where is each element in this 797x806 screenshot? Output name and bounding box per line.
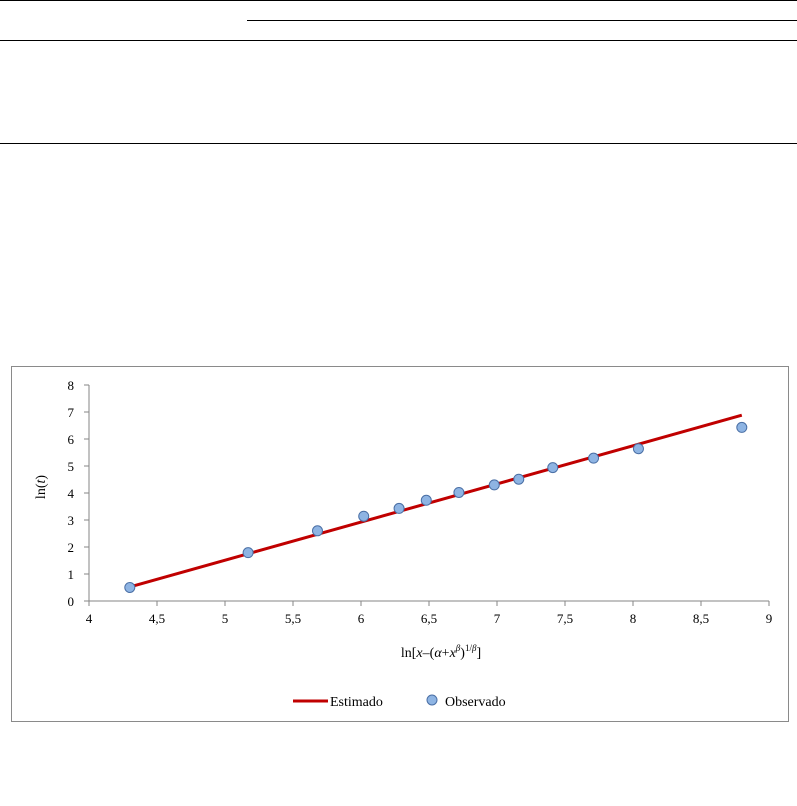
data-point-observado (420, 494, 432, 506)
x-axis-title: ln[x–(α+xβ)1/β] (401, 643, 481, 661)
chart-legend: Estimado Observado (293, 694, 506, 710)
data-point-observado (311, 525, 323, 537)
x-tick-label: 4,5 (149, 611, 165, 626)
legend-estimado-label: Estimado (330, 695, 383, 710)
data-point-observado (488, 479, 500, 491)
y-axis-title-suffix: ) (34, 475, 49, 480)
x-tick-label: 8 (630, 611, 637, 626)
series-layer (124, 413, 748, 593)
y-axis-title-var: t (34, 479, 49, 484)
data-point-observado (547, 462, 559, 474)
y-tick-label: 3 (68, 513, 75, 528)
x-tick-label: 8,5 (693, 611, 709, 626)
table-rule-top (0, 0, 797, 1)
x-axis-title-part: ] (476, 646, 481, 661)
x-tick-label: 7 (494, 611, 501, 626)
legend-observado-label: Observado (445, 695, 506, 710)
y-tick-label: 0 (68, 594, 75, 609)
x-tick-label: 5 (222, 611, 229, 626)
x-axis-title-part: β (471, 643, 477, 653)
table-rule-mid (0, 40, 797, 41)
x-axis-title-part: ln[ (401, 646, 417, 661)
x-tick-label: 6,5 (421, 611, 437, 626)
data-point-observado (588, 452, 600, 464)
table-rule-header (247, 20, 797, 21)
y-axis-ticks: 0 1 2 3 4 5 6 7 8 (68, 378, 89, 609)
y-tick-label: 2 (68, 540, 75, 555)
y-tick-label: 6 (68, 432, 75, 447)
x-axis-title-part: ) (460, 646, 465, 661)
x-axis-title-part: α (434, 646, 442, 661)
data-point-observado (513, 473, 525, 485)
x-tick-label: 5,5 (285, 611, 301, 626)
x-axis-title-part: x (415, 646, 423, 661)
chart-container: 4 4,5 5 5,5 6 6,5 7 7,5 8 8,5 9 0 1 2 3 4 5 6 7 8 ln(t) ln… (11, 366, 789, 722)
x-tick-label: 6 (358, 611, 365, 626)
y-tick-label: 4 (68, 486, 75, 501)
x-axis-title-part: β (455, 643, 461, 653)
y-axis-title: ln(t) (34, 475, 49, 499)
x-tick-label: 7,5 (557, 611, 573, 626)
x-axis-title-part: + (442, 646, 450, 661)
data-point-observado (632, 443, 644, 455)
series-line-estimado (129, 413, 743, 589)
data-point-observado (453, 486, 465, 498)
y-tick-label: 5 (68, 459, 75, 474)
data-point-observado (736, 421, 748, 433)
data-point-observado (124, 582, 136, 593)
y-tick-label: 1 (68, 567, 75, 582)
y-axis-title-prefix: ln( (34, 483, 49, 499)
x-tick-label: 4 (86, 611, 93, 626)
y-tick-label: 8 (68, 378, 75, 393)
x-axis-title-part: x (449, 646, 457, 661)
data-point-observado (358, 510, 370, 522)
y-tick-label: 7 (68, 405, 75, 420)
legend-observado-swatch (426, 694, 438, 706)
x-tick-label: 9 (766, 611, 773, 626)
x-axis-title-part: –( (422, 646, 435, 661)
data-point-observado (242, 547, 254, 559)
x-axis-ticks: 4 4,5 5 5,5 6 6,5 7 7,5 8 8,5 9 (86, 601, 773, 626)
chart-svg: 4 4,5 5 5,5 6 6,5 7 7,5 8 8,5 9 0 1 2 3 4 5 6 7 8 ln(t) ln… (34, 378, 773, 710)
x-axis-title-part: 1/ (465, 643, 473, 653)
table-rule-bottom (0, 143, 797, 144)
data-point-observado (393, 502, 405, 514)
